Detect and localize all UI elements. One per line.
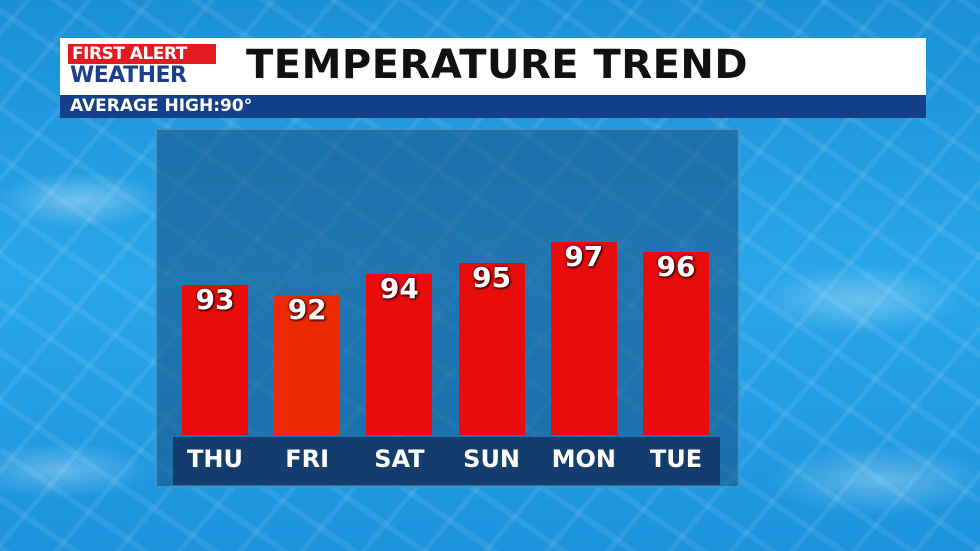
day-label: MON — [551, 445, 616, 473]
day-label: TUE — [649, 445, 703, 473]
day-label: SAT — [374, 445, 425, 473]
day-label-bar — [173, 437, 720, 485]
day-label: FRI — [285, 445, 330, 473]
logo-line2: WEATHER — [70, 63, 187, 88]
header: FIRST ALERT WEATHER TEMPERATURE TREND — [60, 38, 926, 95]
day-label: THU — [187, 445, 243, 473]
value-label: 97 — [564, 239, 604, 273]
average-high: AVERAGE HIGH:90° — [70, 96, 253, 116]
page-title: TEMPERATURE TREND — [246, 42, 749, 88]
day-label: SUN — [463, 445, 521, 473]
value-label: 95 — [472, 261, 512, 294]
bar-sat — [366, 273, 433, 435]
bar-tue — [643, 252, 709, 435]
bar-thu — [182, 284, 248, 435]
logo-line1: FIRST ALERT — [68, 44, 216, 64]
value-label: 96 — [656, 250, 696, 284]
first-alert-weather-logo: FIRST ALERT WEATHER — [68, 44, 216, 88]
chart-panel — [155, 128, 740, 488]
subtitle-bar: AVERAGE HIGH:90° — [60, 95, 926, 118]
value-label: 92 — [287, 293, 327, 327]
bar-sun — [458, 263, 525, 435]
value-label: 93 — [195, 282, 235, 316]
bar-mon — [550, 241, 617, 435]
value-label: 94 — [379, 271, 419, 305]
bar-fri — [274, 295, 341, 435]
